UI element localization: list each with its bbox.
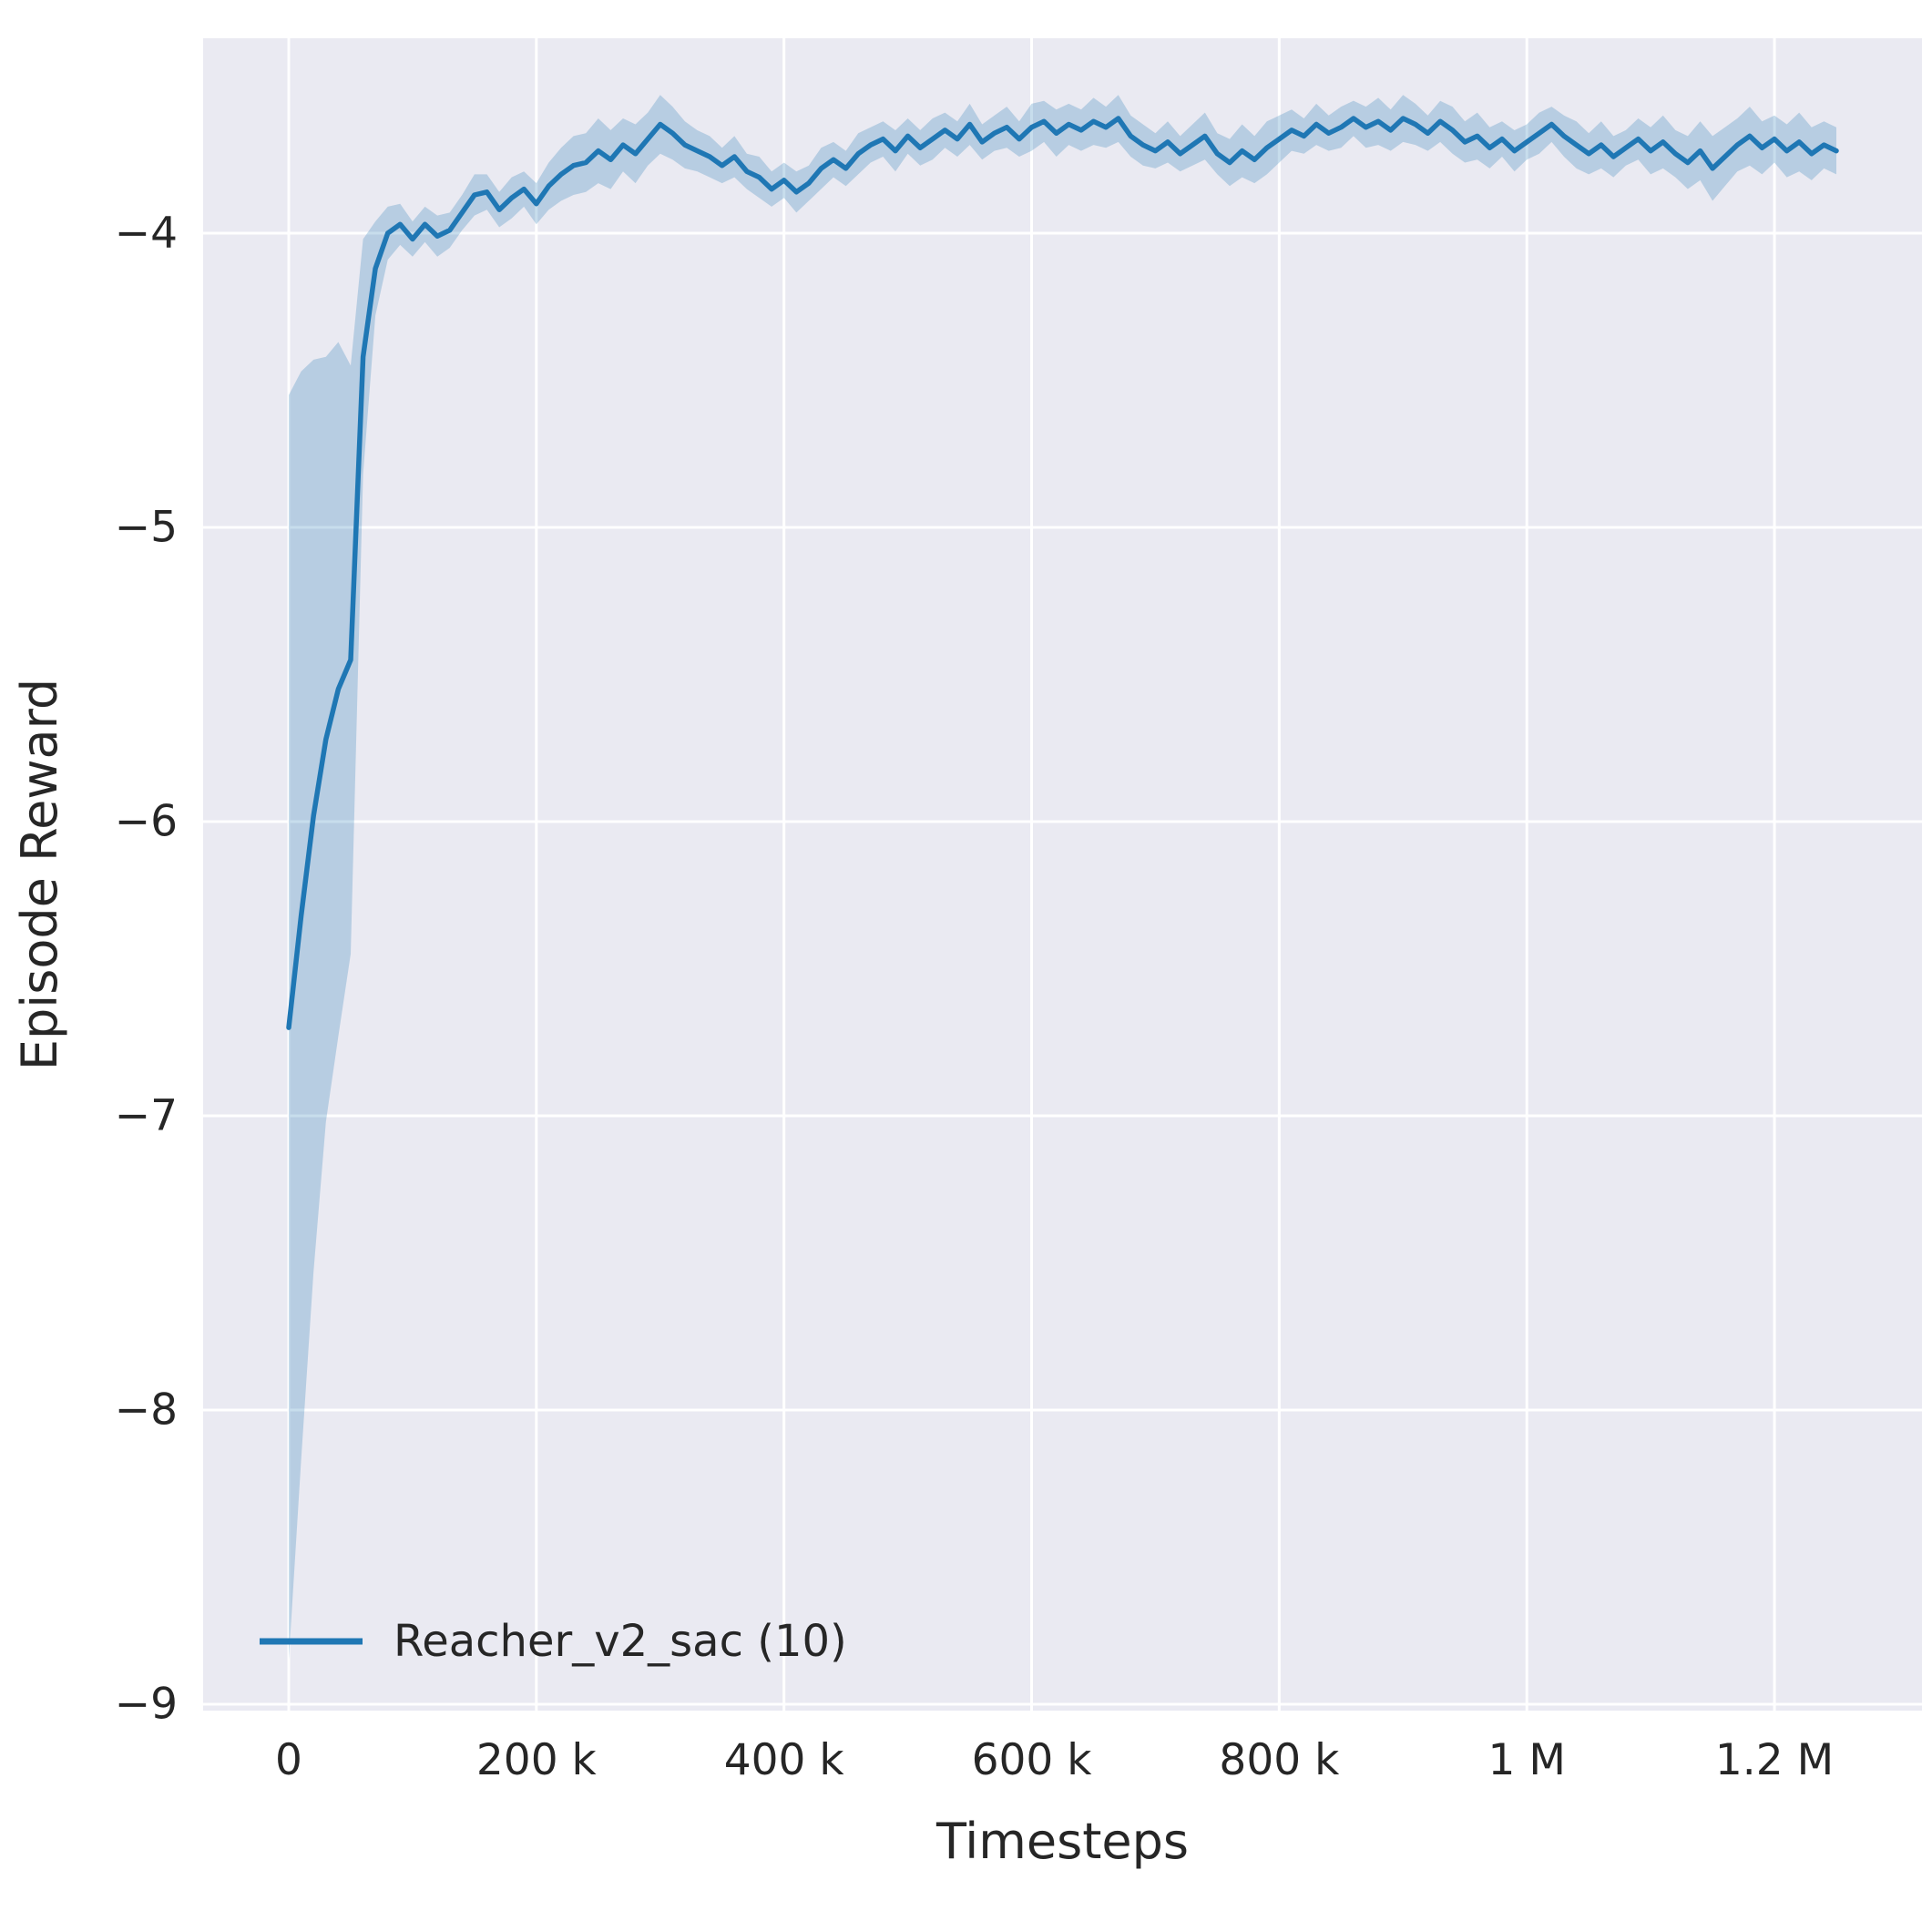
x-tick-label: 400 k [724, 1735, 845, 1785]
x-tick-label: 600 k [972, 1735, 1093, 1785]
x-axis-label: Timesteps [935, 1813, 1189, 1870]
mean-reward-line [286, 116, 1839, 1030]
x-tick-label: 1.2 M [1715, 1735, 1834, 1785]
x-tick-label: 0 [275, 1735, 302, 1785]
x-tick-label: 800 k [1219, 1735, 1340, 1785]
y-tick-label: −5 [115, 503, 178, 553]
confidence-band [289, 95, 1836, 1661]
plot-background [203, 38, 1922, 1711]
y-tick-label: −9 [115, 1680, 178, 1730]
y-tick-label: −8 [115, 1385, 178, 1436]
legend-label: Reacher_v2_sac (10) [394, 1616, 847, 1667]
x-tick-label: 200 k [476, 1735, 598, 1785]
y-tick-label: −4 [115, 209, 178, 259]
y-tick-label: −7 [115, 1091, 178, 1141]
y-axis-label: Episode Reward [11, 679, 68, 1070]
y-tick-label: −6 [115, 797, 178, 847]
x-tick-label: 1 M [1487, 1735, 1565, 1785]
